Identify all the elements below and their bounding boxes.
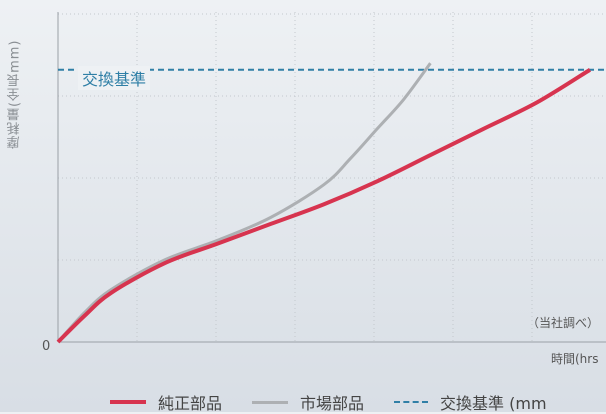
x-axis-label: 時間(hrs bbox=[551, 350, 598, 367]
threshold-label: 交換基準 bbox=[78, 66, 150, 90]
series-line-market bbox=[58, 63, 430, 342]
legend-swatch-threshold bbox=[394, 401, 428, 403]
legend-label-threshold: 交換基準 (mm bbox=[440, 390, 547, 414]
legend-item-threshold: 交換基準 (mm bbox=[394, 390, 547, 414]
legend-label-genuine: 純正部品 bbox=[158, 390, 222, 414]
y-axis-label: 摩耗量(全長mm) bbox=[2, 14, 28, 174]
legend-label-market: 市場部品 bbox=[300, 390, 364, 414]
legend-swatch-genuine bbox=[110, 400, 146, 404]
legend-item-genuine: 純正部品 bbox=[110, 390, 222, 414]
source-note: （当社調べ） bbox=[527, 314, 599, 331]
legend: 純正部品 市場部品 交換基準 (mm bbox=[110, 392, 577, 412]
legend-item-market: 市場部品 bbox=[252, 390, 364, 414]
legend-swatch-market bbox=[252, 401, 288, 404]
y-zero-label: 0 bbox=[42, 339, 50, 354]
series-line-genuine bbox=[58, 70, 590, 342]
